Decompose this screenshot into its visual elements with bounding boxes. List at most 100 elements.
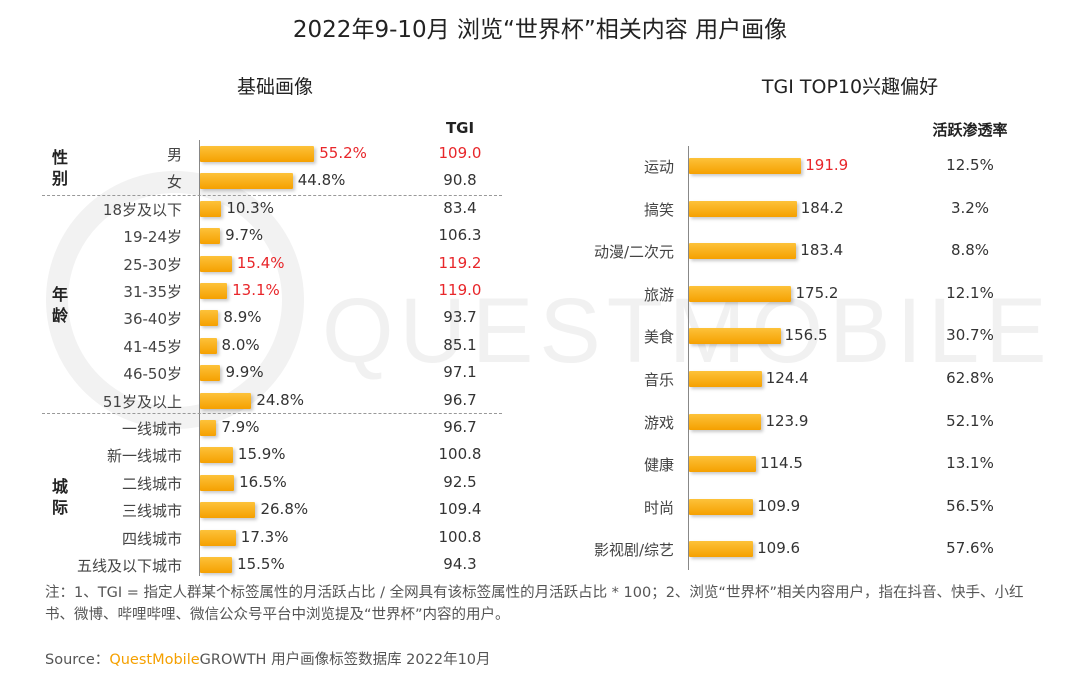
source-rest: GROWTH 用户画像标签数据库 2022年10月 <box>199 652 491 668</box>
tgi-bar-label: 175.2 <box>795 283 839 302</box>
interest-label: 音乐 <box>643 371 674 389</box>
tgi-value: 119.0 <box>438 281 482 299</box>
watermark-text: QUESTMOBILE <box>322 280 1053 382</box>
penetration-value: 13.1% <box>946 454 994 473</box>
tgi-value: 83.4 <box>443 198 477 217</box>
row-label: 新一线城市 <box>106 447 182 466</box>
row-label: 四线城市 <box>121 529 182 548</box>
group-label-char: 龄 <box>51 305 68 325</box>
tgi-bar-label: 184.2 <box>800 198 844 217</box>
source-prefix: Source： <box>45 652 110 668</box>
penetration-value: 52.1% <box>946 411 994 430</box>
bar <box>200 255 232 272</box>
bar <box>200 283 228 299</box>
bar-value-label: 55.2% <box>319 144 367 162</box>
tgi-bar-label: 191.9 <box>805 156 849 174</box>
tgi-value: 106.3 <box>438 226 482 245</box>
penetration-value: 8.8% <box>950 241 990 260</box>
group-label-char: 城 <box>51 476 68 496</box>
tgi-bar-label: 123.9 <box>765 411 809 430</box>
row-label: 36-40岁 <box>123 310 182 329</box>
bar <box>200 173 293 190</box>
footnote: 注：1、TGI = 指定人群某个标签属性的月活跃占比 / 全网具有该标签属性的月… <box>45 585 1024 623</box>
bar <box>689 498 754 515</box>
bar <box>200 200 222 217</box>
row-label: 五线及以下城市 <box>76 557 182 575</box>
tgi-bar-label: 156.5 <box>784 326 828 345</box>
bar-value-label: 10.3% <box>226 198 274 217</box>
bar-value-label: 15.5% <box>237 555 285 573</box>
penetration-value: 3.2% <box>950 198 990 217</box>
tgi-value: 100.8 <box>438 527 482 546</box>
row-label: 二线城市 <box>121 474 182 493</box>
row-label: 46-50岁 <box>123 365 182 384</box>
tgi-value: 96.7 <box>443 418 477 436</box>
penetration-value: 30.7% <box>946 326 994 345</box>
group-label-char: 年 <box>51 284 68 304</box>
bar <box>200 502 256 519</box>
left-chart-title: 基础画像 <box>236 76 313 98</box>
tgi-value: 100.8 <box>438 445 482 464</box>
tgi-value: 92.5 <box>443 472 477 491</box>
row-label: 25-30岁 <box>123 255 182 274</box>
tgi-value: 119.2 <box>438 253 482 272</box>
source-brand: QuestMobile <box>109 652 200 668</box>
penetration-value: 62.8% <box>946 369 994 387</box>
bar <box>689 243 797 260</box>
bar <box>200 146 315 162</box>
source-line: Source：QuestMobileGROWTH 用户画像标签数据库 2022年… <box>45 648 491 669</box>
bar <box>689 413 762 430</box>
bar-value-label: 9.9% <box>225 363 264 382</box>
row-label: 19-24岁 <box>123 228 182 247</box>
bar <box>200 529 236 546</box>
row-label: 31-35岁 <box>123 283 182 301</box>
group-label-char: 际 <box>51 497 68 517</box>
penetration-column-header: 活跃渗透率 <box>932 121 1008 139</box>
interest-label: 旅游 <box>643 285 674 304</box>
interest-label: 游戏 <box>643 413 674 432</box>
bar <box>200 474 235 491</box>
bar <box>200 365 221 382</box>
bar <box>200 557 233 573</box>
tgi-value: 109.4 <box>438 500 482 519</box>
bar-value-label: 7.9% <box>221 418 260 436</box>
bar-value-label: 8.9% <box>223 308 262 327</box>
interest-label: 影视剧/综艺 <box>593 541 674 560</box>
bar <box>200 337 217 354</box>
row-label: 三线城市 <box>121 502 182 521</box>
penetration-value: 12.5% <box>946 156 994 174</box>
row-label: 一线城市 <box>121 420 182 438</box>
bar <box>200 392 252 409</box>
row-label: 18岁及以下 <box>102 200 182 219</box>
bar <box>689 158 802 174</box>
bar-value-label: 44.8% <box>297 171 346 190</box>
penetration-value: 12.1% <box>946 283 994 302</box>
row-label: 41-45岁 <box>123 337 182 356</box>
tgi-bar-label: 109.9 <box>757 496 801 515</box>
tgi-column-header: TGI <box>445 119 475 137</box>
tgi-value: 93.7 <box>443 308 477 327</box>
bar <box>200 228 221 245</box>
group-label-0: 性别 <box>48 147 72 189</box>
left-chart-axis <box>199 140 200 576</box>
tgi-value: 90.8 <box>443 171 477 190</box>
separator-gender-age <box>42 195 502 196</box>
tgi-value: 109.0 <box>438 144 482 162</box>
group-label-char: 性 <box>51 147 68 167</box>
bar <box>689 200 797 217</box>
bar <box>689 456 756 473</box>
bar-value-label: 16.5% <box>239 472 287 491</box>
row-label: 51岁及以上 <box>102 392 182 411</box>
bar-value-label: 26.8% <box>260 500 309 519</box>
bar-value-label: 8.0% <box>221 335 260 354</box>
bar <box>200 447 233 464</box>
tgi-value: 94.3 <box>443 555 477 573</box>
bar <box>200 420 217 436</box>
bar <box>689 285 792 302</box>
tgi-value: 96.7 <box>443 390 477 409</box>
bar <box>689 371 762 387</box>
bar <box>689 541 754 558</box>
tgi-bar-label: 124.4 <box>765 369 809 387</box>
tgi-bar-label: 114.5 <box>759 454 803 473</box>
